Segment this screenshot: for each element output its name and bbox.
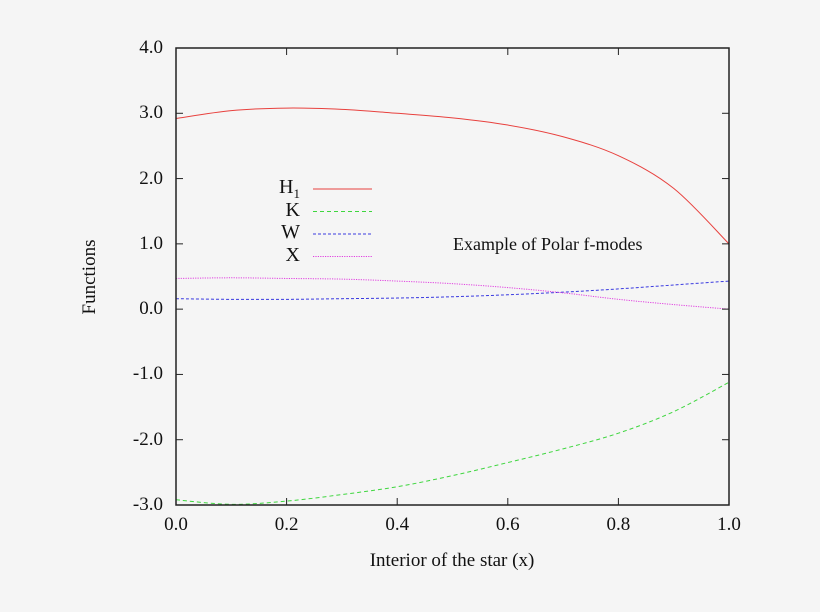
y-tick-label: 2.0 [139,167,163,189]
y-tick-label: 0.0 [139,298,163,320]
y-axis-label: Functions [79,239,100,315]
series-line-x [175,277,730,310]
x-tick-label: 0.6 [495,514,520,535]
legend-label-h1: H1 [279,176,300,201]
y-tick-label: -3.0 [132,494,163,515]
series-line-w [175,280,730,300]
legend-label-x: X [285,243,300,266]
y-tick-label: 1.0 [139,232,163,254]
x-tick-label: 0.0 [164,514,188,535]
series-line-h1 [175,107,730,245]
legend-samples [313,188,372,257]
series-layer [175,107,730,505]
series-line-k [175,381,730,505]
x-tick-label: 1.0 [717,514,741,535]
x-tick-label: 0.8 [606,514,631,535]
y-tick-label: 4.0 [139,37,163,58]
x-tick-label: 0.4 [385,514,410,535]
x-axis-label: Interior of the star (x) [369,550,535,571]
x-tick-label: 0.2 [274,514,299,535]
legend-label-w: W [281,221,300,243]
legend-label-k: K [285,198,300,221]
chart-annotation: Example of Polar f-modes [453,234,643,254]
y-tick-label: -1.0 [132,363,163,385]
plot-frame [175,47,730,506]
y-tick-label: 3.0 [139,102,163,124]
y-tick-label: -2.0 [132,428,163,450]
